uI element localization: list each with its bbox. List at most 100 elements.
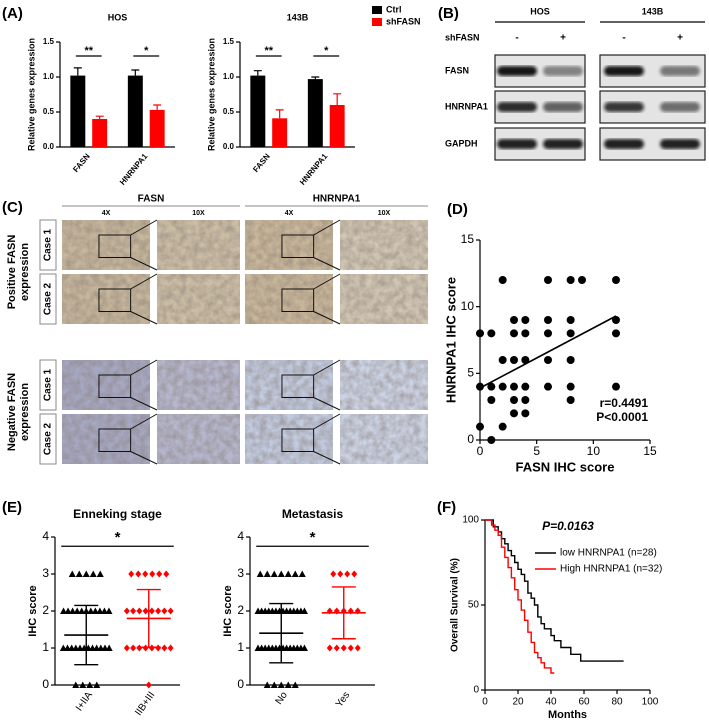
point — [123, 607, 130, 615]
chart-title: Enneking stage — [73, 507, 162, 521]
point — [544, 329, 552, 338]
ihc-texture — [245, 220, 333, 270]
bar — [329, 105, 345, 147]
significance-label: * — [324, 45, 329, 57]
x-tick-label: 100 — [642, 697, 659, 708]
x-tick-label: 0 — [477, 444, 484, 458]
point — [270, 570, 278, 577]
point — [91, 607, 99, 614]
point — [130, 607, 137, 615]
chart-title: 143B — [287, 12, 309, 22]
ihc-texture — [62, 414, 150, 464]
blot-band — [497, 66, 537, 76]
sd-bar — [331, 586, 356, 640]
point — [72, 681, 80, 688]
bar — [149, 109, 165, 147]
group-label: expression — [19, 243, 31, 301]
blot-band — [497, 139, 537, 149]
point — [277, 570, 285, 577]
point — [521, 329, 530, 338]
y-axis-label: Relative genes expression — [26, 38, 36, 151]
y-tick-label: 1 — [42, 640, 49, 654]
ihc-texture — [157, 274, 240, 324]
y-tick-label: 5 — [467, 366, 474, 380]
error-bar — [153, 104, 162, 110]
point — [566, 316, 575, 324]
point — [612, 329, 620, 338]
y-axis-label: HNRNPA1 IHC score — [443, 277, 458, 403]
panel-label: (E) — [2, 499, 22, 516]
point — [64, 607, 72, 614]
legend-label: low HNRNPA1 (n=28) — [560, 548, 657, 559]
case-label: Case 1 — [43, 228, 54, 261]
point — [89, 570, 97, 577]
point — [155, 607, 162, 615]
point — [149, 570, 156, 578]
point — [82, 570, 90, 577]
x-tick-label: No — [274, 690, 291, 707]
point — [498, 356, 507, 364]
protein-label: HNRNPA1 — [445, 101, 488, 111]
point — [148, 644, 155, 652]
zoom-lines — [313, 359, 341, 411]
point — [612, 382, 620, 391]
y-tick-label: 0.5 — [223, 107, 235, 116]
blot-band — [660, 66, 700, 76]
zoom-lines — [313, 219, 341, 271]
point — [566, 396, 575, 404]
point — [498, 276, 507, 284]
point — [263, 681, 271, 688]
panel-label: (D) — [447, 201, 468, 218]
group-label: expression — [19, 383, 31, 441]
y-tick-label: 3 — [42, 566, 49, 580]
blot-band — [543, 102, 583, 112]
point — [291, 570, 299, 577]
y-tick-label: 4 — [42, 529, 49, 543]
zoom-lines — [130, 219, 158, 271]
zoom-lines — [130, 413, 158, 465]
point — [487, 396, 496, 404]
point — [344, 570, 351, 578]
point — [498, 422, 507, 431]
point — [498, 382, 507, 391]
bar — [272, 118, 288, 147]
point — [510, 329, 518, 338]
point — [578, 276, 586, 284]
blot-band — [660, 139, 700, 149]
magnification-label: 4X — [102, 210, 111, 217]
case-box — [39, 413, 57, 465]
y-tick-label: 0.5 — [43, 107, 55, 116]
zoom-box — [98, 234, 132, 258]
point — [487, 436, 496, 444]
zoom-box — [98, 374, 132, 398]
chart-title: Metastasis — [282, 507, 344, 521]
point — [521, 396, 530, 404]
point — [351, 570, 358, 578]
bar — [307, 79, 323, 147]
treatment-label: shFASN — [445, 32, 480, 42]
bar — [250, 75, 266, 147]
error-bar — [253, 70, 262, 76]
point — [487, 382, 496, 391]
point — [612, 316, 620, 324]
point — [510, 382, 518, 391]
legend-swatch — [372, 18, 382, 26]
point — [136, 607, 143, 615]
bar — [127, 75, 143, 147]
y-tick-label: 0 — [467, 432, 474, 446]
sd-bar — [74, 604, 99, 666]
x-axis-label: Months — [548, 709, 587, 720]
point — [123, 644, 130, 652]
sd-bar — [136, 588, 161, 648]
x-tick-label: 15 — [643, 444, 657, 458]
point — [487, 329, 496, 338]
survival-curve — [485, 519, 624, 662]
point — [510, 409, 518, 418]
point — [476, 422, 484, 431]
point — [155, 644, 162, 652]
case-box — [39, 219, 57, 271]
protein-label: GAPDH — [445, 138, 478, 148]
sd-bar — [269, 602, 294, 664]
ihc-texture — [157, 220, 240, 270]
